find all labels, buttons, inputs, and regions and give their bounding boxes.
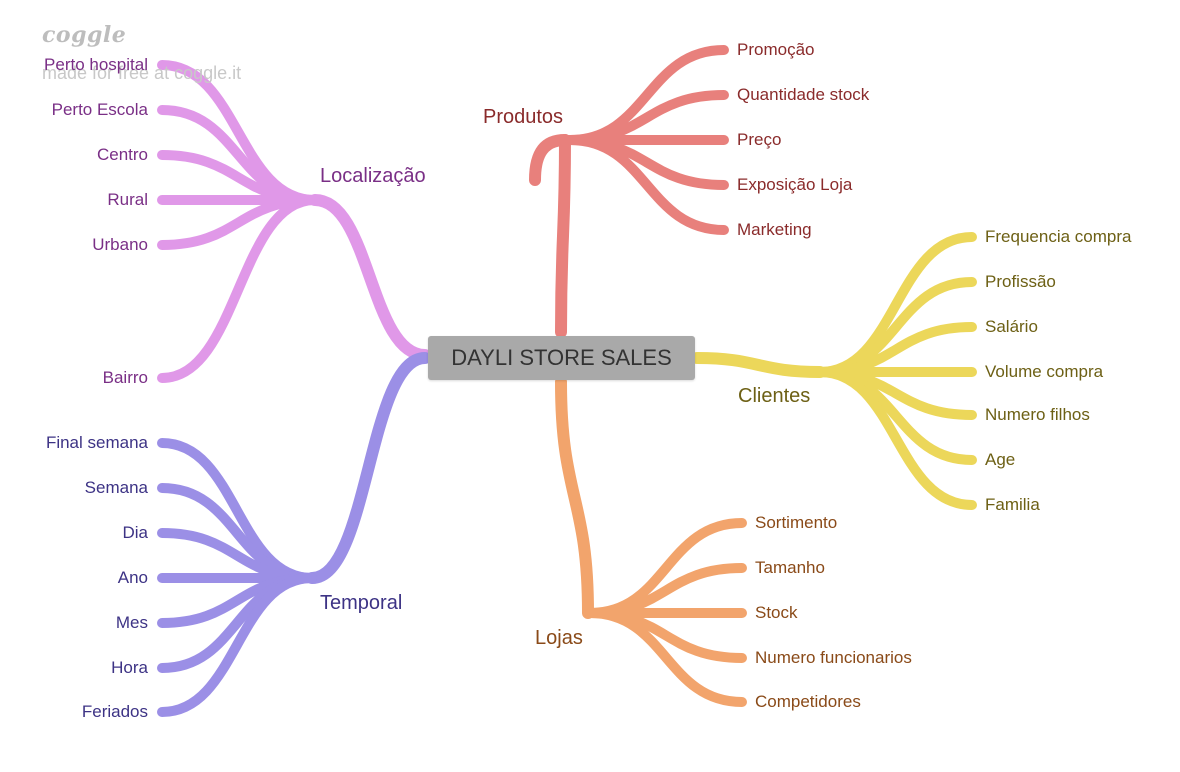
- child-label-localizacao[interactable]: Perto Escola: [51, 100, 148, 119]
- edge-produtos-child: [565, 135, 729, 235]
- branch-label-clientes[interactable]: Clientes: [738, 385, 811, 407]
- child-label-localizacao[interactable]: Rural: [107, 190, 148, 209]
- branch-label-produtos[interactable]: Produtos: [483, 106, 564, 128]
- child-label-produtos[interactable]: Preço: [737, 130, 782, 149]
- edge-root-localizacao: [309, 194, 431, 361]
- child-label-temporal[interactable]: Semana: [84, 478, 148, 497]
- child-label-lojas[interactable]: Sortimento: [755, 513, 838, 532]
- child-label-lojas[interactable]: Stock: [755, 603, 798, 622]
- child-label-lojas[interactable]: Numero funcionarios: [755, 648, 912, 667]
- edge-clientes-child: [815, 367, 977, 510]
- child-label-produtos[interactable]: Promoção: [737, 40, 815, 59]
- child-label-produtos[interactable]: Quantidade stock: [737, 85, 870, 104]
- branch-label-lojas[interactable]: Lojas: [535, 627, 583, 649]
- child-label-temporal[interactable]: Final semana: [45, 433, 148, 452]
- edge-temporal-child: [157, 573, 317, 717]
- edge-localizacao-child: [157, 195, 320, 383]
- child-label-temporal[interactable]: Dia: [122, 523, 148, 542]
- child-label-clientes[interactable]: Familia: [985, 495, 1040, 514]
- child-label-temporal[interactable]: Hora: [111, 658, 148, 677]
- child-label-lojas[interactable]: Tamanho: [755, 558, 825, 577]
- edge-produtos-hook: [529, 134, 571, 186]
- child-label-clientes[interactable]: Age: [985, 450, 1016, 469]
- child-label-localizacao[interactable]: Centro: [96, 145, 148, 164]
- branch-label-localizacao[interactable]: Localização: [320, 165, 426, 187]
- coggle-watermark-text: made for free at coggle.it: [42, 63, 242, 83]
- child-label-produtos[interactable]: Marketing: [737, 220, 812, 239]
- edge-root-clientes: [691, 352, 826, 378]
- child-label-clientes[interactable]: Profissão: [985, 272, 1056, 291]
- root-node[interactable]: [428, 336, 695, 380]
- coggle-logo: coggle: [42, 22, 127, 48]
- root-node-label: DAYLI STORE SALES: [451, 345, 672, 370]
- branch-connectors: [157, 45, 977, 717]
- child-label-lojas[interactable]: Competidores: [755, 692, 861, 711]
- child-label-localizacao[interactable]: Bairro: [102, 368, 148, 387]
- child-label-clientes[interactable]: Frequencia compra: [985, 227, 1132, 246]
- edge-root-temporal: [306, 352, 431, 584]
- child-label-clientes[interactable]: Salário: [985, 317, 1038, 336]
- child-label-temporal[interactable]: Feriados: [81, 702, 148, 721]
- child-label-clientes[interactable]: Volume compra: [985, 362, 1104, 381]
- child-label-produtos[interactable]: Exposição Loja: [737, 175, 853, 194]
- child-label-localizacao[interactable]: Perto hospital: [44, 55, 148, 74]
- edge-root-produtos: [555, 134, 571, 338]
- child-label-localizacao[interactable]: Urbano: [92, 235, 148, 254]
- child-label-clientes[interactable]: Numero filhos: [985, 405, 1090, 424]
- edge-lojas-child: [585, 608, 747, 707]
- edge-root-lojas: [555, 376, 594, 619]
- child-label-temporal[interactable]: Mes: [115, 613, 148, 632]
- child-label-temporal[interactable]: Ano: [117, 568, 148, 587]
- branch-label-temporal[interactable]: Temporal: [320, 592, 403, 614]
